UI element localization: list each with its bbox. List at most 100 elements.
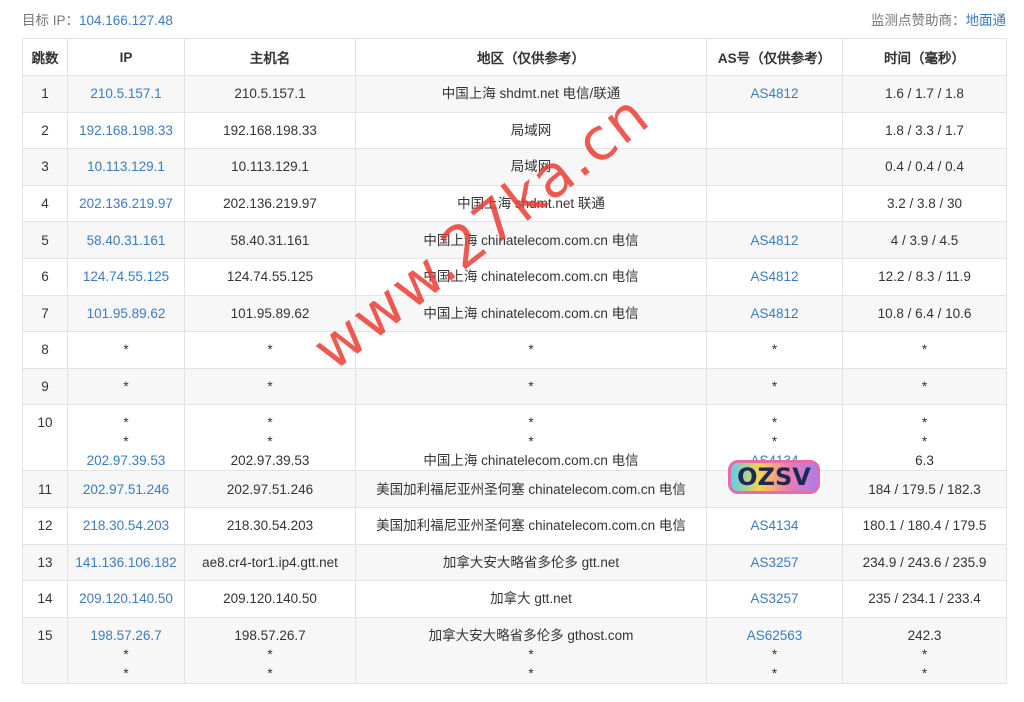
ip-cell-link[interactable]: 210.5.157.1 — [90, 86, 162, 102]
col-hop: 跳数 — [22, 38, 68, 76]
region-cell: 中国上海 shdmt.net 电信/联通 — [355, 75, 707, 113]
hostname-cell: 198.57.26.7 * * — [184, 616, 356, 684]
ip-cell-link[interactable]: 202.97.51.246 — [82, 481, 170, 497]
region-cell-line: * — [528, 665, 534, 681]
hostname-cell-line: * — [267, 379, 273, 395]
as-cell-link[interactable]: AS4134 — [750, 518, 799, 534]
time-cell: 1.8 / 3.3 / 1.7 — [842, 111, 1007, 150]
traceroute-table: 跳数 IP 主机名 地区（仅供参考） AS号（仅供参考） 时间（毫秒） 1 210… — [22, 38, 1007, 684]
table-row: 12 218.30.54.203 218.30.54.203 美国加利福尼亚州圣何塞 … — [22, 506, 1007, 545]
col-region: 地区（仅供参考） — [355, 38, 707, 76]
hostname-cell-line: 58.40.31.161 — [230, 232, 310, 248]
ip-cell: 198.57.26.7 * * — [67, 616, 185, 684]
region-cell-line: 局域网 — [510, 159, 552, 175]
as-cell — [706, 148, 843, 186]
hostname-cell: 101.95.89.62 — [184, 294, 356, 333]
region-cell-line: 中国上海 chinatelecom.com.cn 电信 — [423, 305, 639, 321]
hostname-cell: 210.5.157.1 — [184, 75, 356, 113]
col-time: 时间（毫秒） — [842, 38, 1007, 76]
hostname-cell: 202.97.51.246 — [184, 470, 356, 508]
sponsor-info: 监测点赞助商：地面通 — [871, 9, 1006, 29]
region-cell-line: * — [528, 646, 534, 662]
region-cell: 中国上海 shdmt.net 联通 — [355, 184, 707, 223]
as-cell-line: * — [771, 434, 778, 450]
as-cell: * * AS4134 — [706, 404, 843, 472]
ip-cell-line: * — [123, 665, 129, 681]
as-cell-link[interactable]: AS4812 — [750, 86, 799, 102]
hop-cell: 15 — [22, 616, 68, 684]
as-cell-link[interactable]: AS4812 — [750, 269, 799, 285]
ip-cell-link[interactable]: 202.97.39.53 — [86, 453, 166, 469]
region-cell-line: 中国上海 chinatelecom.com.cn 电信 — [423, 269, 639, 285]
hop-cell: 2 — [22, 111, 68, 150]
table-row: 3 10.113.129.1 10.113.129.1 局域网 0.4 / 0.4 / … — [22, 148, 1007, 186]
ip-cell-link[interactable]: 192.168.198.33 — [79, 122, 173, 138]
table-row: 10 * * 202.97.39.53 * * 202.97.39.53 * * 中国上海 chi… — [22, 404, 1007, 472]
sponsor-label: 监测点赞助商： — [871, 13, 966, 28]
hostname-cell: 58.40.31.161 — [184, 221, 356, 259]
as-cell-link[interactable]: AS62563 — [746, 627, 803, 643]
hostname-cell: 124.74.55.125 — [184, 257, 356, 296]
time-cell-line: 6.3 — [915, 453, 934, 469]
as-cell: AS4134 — [706, 470, 843, 508]
as-cell-link[interactable]: AS4812 — [750, 232, 799, 248]
ip-cell: 192.168.198.33 — [67, 111, 185, 150]
ip-cell-link[interactable]: 198.57.26.7 — [90, 627, 162, 643]
as-cell: AS3257 — [706, 543, 843, 582]
region-cell-line: 加拿大安大略省多伦多 gthost.com — [428, 627, 634, 643]
region-cell-line: * — [528, 379, 534, 395]
ip-cell-link[interactable]: 58.40.31.161 — [86, 232, 166, 248]
as-cell-link[interactable]: AS4134 — [750, 453, 799, 469]
as-cell-link[interactable]: AS3257 — [750, 554, 799, 570]
ip-cell: 58.40.31.161 — [67, 221, 185, 259]
region-cell: * * 中国上海 chinatelecom.com.cn 电信 — [355, 404, 707, 472]
ip-cell: 141.136.106.182 — [67, 543, 185, 582]
table-row: 6 124.74.55.125 124.74.55.125 中国上海 chinatel… — [22, 257, 1007, 296]
hop-cell: 9 — [22, 367, 68, 406]
region-cell-line: 中国上海 chinatelecom.com.cn 电信 — [423, 232, 639, 248]
ip-cell: 210.5.157.1 — [67, 75, 185, 113]
hostname-cell-line: 202.136.219.97 — [223, 196, 317, 212]
ip-cell-link[interactable]: 124.74.55.125 — [82, 269, 170, 285]
hostname-cell: 209.120.140.50 — [184, 580, 356, 618]
time-cell-line: * — [921, 665, 928, 681]
region-cell: 中国上海 chinatelecom.com.cn 电信 — [355, 221, 707, 259]
target-info: 目标 IP：104.166.127.48 — [22, 9, 173, 29]
ip-cell-line: * — [123, 434, 129, 450]
as-cell-line: * — [771, 665, 778, 681]
region-cell: 加拿大安大略省多伦多 gthost.com * * — [355, 616, 707, 684]
ip-cell-link[interactable]: 209.120.140.50 — [79, 591, 173, 607]
table-row: 14 209.120.140.50 209.120.140.50 加拿大 gtt.ne… — [22, 580, 1007, 618]
time-cell-line: 3.2 / 3.8 / 30 — [886, 196, 963, 212]
time-cell: 10.8 / 6.4 / 10.6 — [842, 294, 1007, 333]
hop-cell: 11 — [22, 470, 68, 508]
ip-cell-link[interactable]: 10.113.129.1 — [87, 159, 165, 175]
as-cell-link[interactable]: AS3257 — [750, 591, 799, 607]
hostname-cell-line: * — [267, 434, 273, 450]
hop-cell: 14 — [22, 580, 68, 618]
ip-cell-link[interactable]: 202.136.219.97 — [79, 196, 173, 212]
as-cell-link[interactable]: AS4134 — [750, 481, 799, 497]
hostname-cell: * — [184, 331, 356, 369]
ip-cell: 218.30.54.203 — [67, 506, 185, 545]
hop-cell: 8 — [22, 331, 68, 369]
time-cell-line: 12.2 / 8.3 / 11.9 — [878, 269, 971, 285]
ip-cell-link[interactable]: 141.136.106.182 — [75, 554, 177, 570]
region-cell: * — [355, 367, 707, 406]
hostname-cell-line: * — [267, 342, 273, 358]
hostname-cell-line: 101.95.89.62 — [230, 305, 310, 321]
region-cell-line: 加拿大安大略省多伦多 gtt.net — [442, 554, 620, 570]
hostname-cell: 218.30.54.203 — [184, 506, 356, 545]
as-cell-line: * — [771, 379, 778, 395]
as-cell: * — [706, 367, 843, 406]
sponsor-link[interactable]: 地面通 — [965, 13, 1007, 28]
hostname-cell: 202.136.219.97 — [184, 184, 356, 223]
ip-cell-line: * — [123, 646, 129, 662]
ip-cell-link[interactable]: 218.30.54.203 — [82, 518, 170, 534]
region-cell-line: * — [528, 434, 534, 450]
ip-cell-link[interactable]: 101.95.89.62 — [86, 305, 166, 321]
time-cell: 234.9 / 243.6 / 235.9 — [842, 543, 1007, 582]
as-cell: AS4812 — [706, 221, 843, 259]
target-label: 目标 IP： — [22, 13, 80, 28]
as-cell-link[interactable]: AS4812 — [750, 305, 799, 321]
